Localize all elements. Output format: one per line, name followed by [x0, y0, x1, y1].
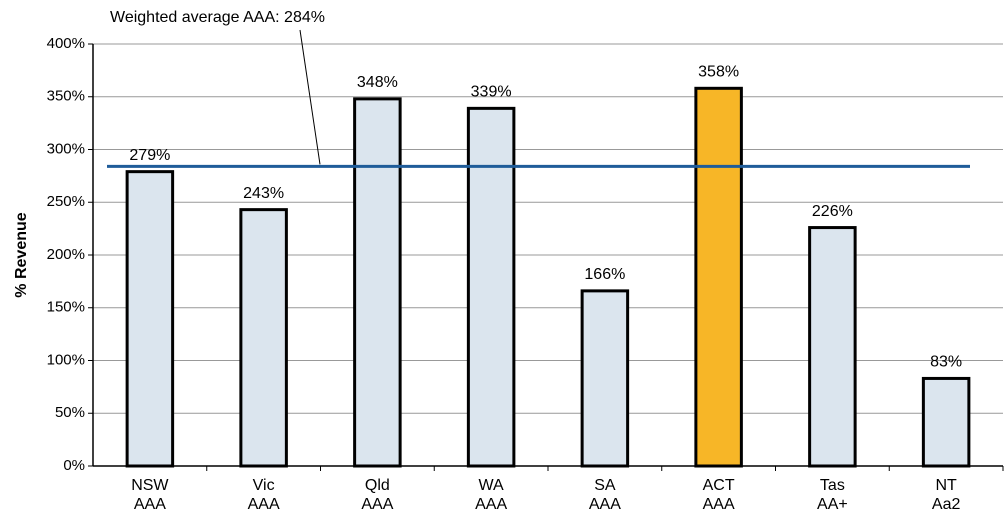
y-tick-label: 400% [47, 35, 85, 52]
x-tick-label: AA+ [817, 496, 848, 513]
bar [125, 170, 175, 468]
x-tick-label: Vic [253, 477, 275, 494]
y-tick-label: 150% [47, 299, 85, 316]
x-tick-label: AAA [134, 496, 166, 513]
data-label: 279% [129, 147, 170, 164]
x-tick-label: Tas [820, 477, 845, 494]
bar [580, 289, 630, 468]
x-tick-label: AAA [589, 496, 621, 513]
x-tick-label: Aa2 [932, 496, 961, 513]
data-label: 243% [243, 185, 284, 202]
bar [694, 86, 743, 468]
x-tick-label: NSW [131, 477, 169, 494]
bar [466, 106, 516, 468]
y-tick-label: 350% [47, 88, 85, 105]
x-tick-label: AAA [703, 496, 735, 513]
bar [239, 208, 288, 468]
x-tick-label: AAA [248, 496, 280, 513]
data-label: 226% [812, 203, 853, 220]
x-tick-label: AAA [361, 496, 393, 513]
annotation-leader [299, 29, 321, 165]
data-label: 166% [584, 266, 625, 283]
x-tick-label: ACT [703, 477, 735, 494]
annotation: Weighted average AAA: 284% [110, 9, 325, 26]
y-tick-label: 0% [63, 457, 85, 474]
bar [921, 376, 971, 468]
data-label: 348% [357, 74, 398, 91]
bar [808, 226, 857, 468]
x-tick-label: NT [935, 477, 957, 494]
data-label: 358% [698, 64, 739, 81]
x-tick-label: WA [479, 477, 505, 494]
y-axis-label: % Revenue [13, 212, 30, 297]
x-tick-label: SA [594, 477, 616, 494]
data-label: 339% [471, 84, 512, 101]
y-tick-label: 50% [55, 404, 85, 421]
x-tick-label: Qld [365, 477, 390, 494]
bar [353, 97, 402, 468]
x-tick-label: AAA [475, 496, 507, 513]
y-tick-label: 300% [47, 140, 85, 157]
data-label: 83% [930, 354, 962, 371]
y-tick-label: 200% [47, 246, 85, 263]
y-tick-label: 250% [47, 193, 85, 210]
y-tick-label: 100% [47, 351, 85, 368]
